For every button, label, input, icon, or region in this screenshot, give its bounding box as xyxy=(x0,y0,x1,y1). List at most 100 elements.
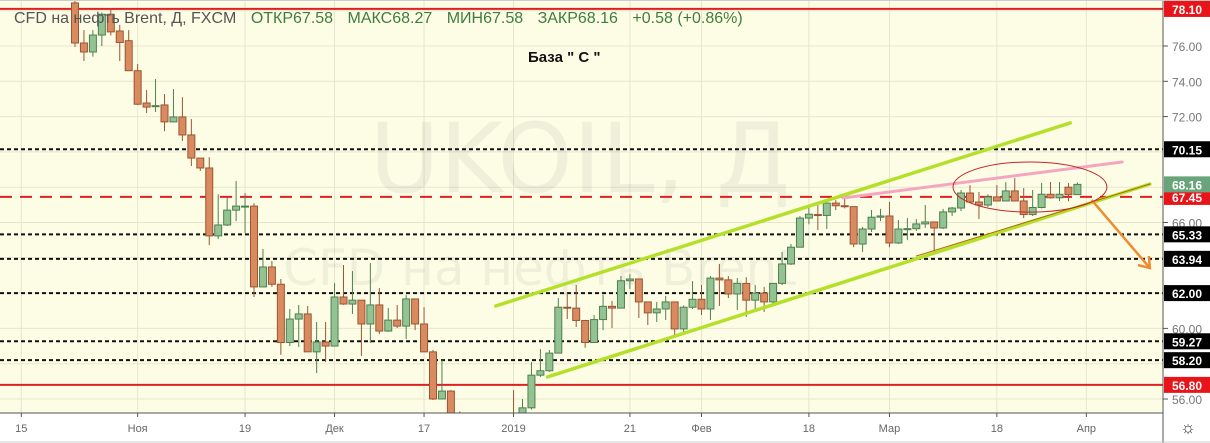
candle[interactable] xyxy=(572,284,581,327)
candle[interactable] xyxy=(831,200,840,211)
candle[interactable] xyxy=(267,260,276,287)
candle[interactable] xyxy=(393,304,402,329)
candle[interactable] xyxy=(706,275,715,320)
candle[interactable] xyxy=(124,30,133,72)
candle[interactable] xyxy=(160,94,169,132)
candle[interactable] xyxy=(894,220,903,245)
candle[interactable] xyxy=(71,0,79,48)
candle[interactable] xyxy=(250,203,258,297)
candle[interactable] xyxy=(733,278,742,311)
candle[interactable] xyxy=(1001,182,1010,202)
candle[interactable] xyxy=(321,322,330,362)
candle[interactable] xyxy=(223,197,232,227)
candle[interactable] xyxy=(97,12,106,46)
candle[interactable] xyxy=(375,287,384,335)
candle[interactable] xyxy=(688,281,697,309)
candle[interactable] xyxy=(169,89,178,123)
candle[interactable] xyxy=(903,218,912,241)
candle[interactable] xyxy=(232,181,241,222)
candle[interactable] xyxy=(590,314,599,344)
candle[interactable] xyxy=(510,390,517,432)
candle[interactable] xyxy=(652,301,661,323)
candle[interactable] xyxy=(411,298,420,331)
candle[interactable] xyxy=(258,248,267,288)
consolidation-ellipse[interactable] xyxy=(952,161,1108,213)
candle[interactable] xyxy=(599,294,608,331)
candle[interactable] xyxy=(518,399,527,429)
candle[interactable] xyxy=(751,284,760,309)
candle[interactable] xyxy=(554,298,563,354)
candle[interactable] xyxy=(357,299,366,356)
candle[interactable] xyxy=(724,275,733,299)
candle[interactable] xyxy=(634,278,643,318)
candle[interactable] xyxy=(787,244,795,266)
candle[interactable] xyxy=(366,263,375,344)
candle[interactable] xyxy=(205,157,214,246)
candle[interactable] xyxy=(867,209,876,233)
candle[interactable] xyxy=(948,206,957,216)
candle[interactable] xyxy=(625,274,634,290)
candle[interactable] xyxy=(939,208,948,230)
candle[interactable] xyxy=(446,390,455,420)
candle[interactable] xyxy=(769,282,778,305)
candle[interactable] xyxy=(670,301,679,335)
candle[interactable] xyxy=(1046,182,1055,199)
trend-line-overlay[interactable] xyxy=(915,183,1151,257)
candle[interactable] xyxy=(912,218,921,231)
candle[interactable] xyxy=(822,202,831,230)
candle[interactable] xyxy=(214,194,223,240)
chart-annotation[interactable]: База " С " xyxy=(528,49,601,66)
candle[interactable] xyxy=(79,30,88,62)
candle[interactable] xyxy=(885,202,894,248)
candle[interactable] xyxy=(285,308,294,347)
candle[interactable] xyxy=(1019,188,1028,219)
candle[interactable] xyxy=(643,301,652,326)
candle[interactable] xyxy=(536,349,545,377)
candle[interactable] xyxy=(142,90,151,114)
candle[interactable] xyxy=(437,360,446,400)
candle[interactable] xyxy=(661,295,670,320)
candle[interactable] xyxy=(849,206,858,248)
candle[interactable] xyxy=(804,208,813,225)
candle[interactable] xyxy=(795,215,804,248)
candle[interactable] xyxy=(1037,182,1046,209)
candle[interactable] xyxy=(294,304,303,347)
candle[interactable] xyxy=(679,305,688,335)
candle[interactable] xyxy=(983,194,992,207)
forecast-arrow-line[interactable] xyxy=(1090,199,1151,269)
candle[interactable] xyxy=(339,265,348,305)
candle[interactable] xyxy=(527,361,536,410)
candle[interactable] xyxy=(402,294,411,339)
candle[interactable] xyxy=(1064,182,1073,202)
pink-resistance-line[interactable] xyxy=(841,160,1124,200)
candle[interactable] xyxy=(813,205,822,231)
channel-lower-line[interactable] xyxy=(545,182,1152,379)
candle[interactable] xyxy=(876,208,885,222)
candle[interactable] xyxy=(742,277,751,317)
candle[interactable] xyxy=(697,284,706,315)
candle[interactable] xyxy=(348,271,357,314)
candle[interactable] xyxy=(241,193,250,234)
candle[interactable] xyxy=(778,251,787,286)
candle[interactable] xyxy=(178,97,187,141)
candle[interactable] xyxy=(957,190,966,212)
candle[interactable] xyxy=(921,205,930,228)
gear-icon[interactable]: ☼ xyxy=(1180,418,1196,437)
candle[interactable] xyxy=(133,64,142,105)
candle[interactable] xyxy=(330,283,339,347)
channel-upper-line[interactable] xyxy=(493,121,1072,308)
candle[interactable] xyxy=(303,305,312,353)
candle[interactable] xyxy=(930,221,939,252)
candle[interactable] xyxy=(563,293,572,320)
candle[interactable] xyxy=(276,278,285,355)
candle[interactable] xyxy=(1055,182,1064,201)
candle[interactable] xyxy=(384,307,393,332)
candle[interactable] xyxy=(420,307,429,353)
candle[interactable] xyxy=(608,301,616,329)
candle[interactable] xyxy=(312,322,321,374)
candle[interactable] xyxy=(616,275,625,309)
candle[interactable] xyxy=(88,30,97,57)
